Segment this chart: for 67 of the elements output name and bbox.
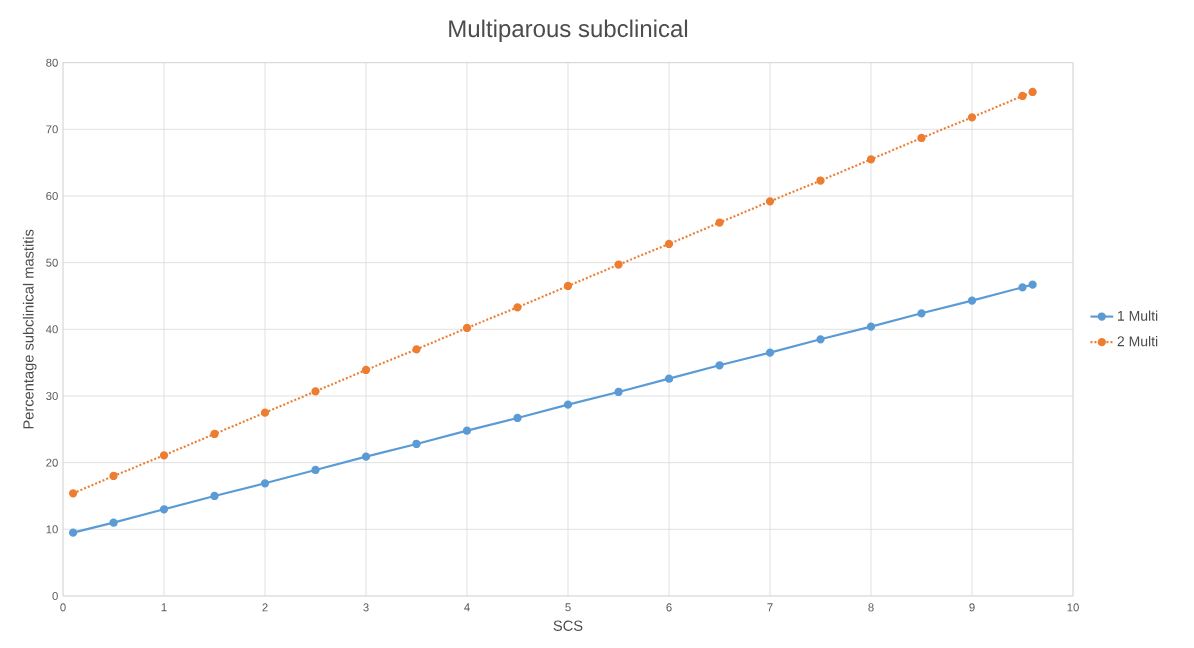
y-tick-label: 60	[46, 191, 58, 200]
y-tick-label: 20	[46, 458, 58, 467]
y-axis-title: Percentage subclinical mastitis	[22, 229, 37, 429]
point	[664, 374, 674, 383]
point	[1028, 87, 1037, 97]
point	[311, 387, 320, 396]
point	[68, 489, 78, 498]
point	[715, 218, 724, 227]
point	[664, 239, 674, 249]
point	[866, 155, 876, 164]
chart-title: Multiparous subclinical	[449, 19, 688, 42]
point	[412, 345, 421, 354]
point	[967, 296, 977, 305]
x-tick-label: 1	[161, 603, 167, 612]
point	[1028, 280, 1037, 289]
y-tick-label: 0	[52, 591, 58, 600]
point	[513, 413, 522, 423]
point	[210, 429, 219, 439]
point	[361, 365, 371, 375]
point	[109, 518, 118, 527]
x-tick-label: 3	[363, 603, 369, 612]
point	[563, 400, 573, 409]
point	[1018, 283, 1027, 292]
point	[563, 281, 573, 291]
y-tick-label: 10	[46, 525, 58, 534]
point	[765, 348, 775, 357]
y-tick-label: 40	[45, 325, 58, 334]
point	[159, 505, 169, 514]
point	[109, 471, 118, 481]
point	[816, 176, 825, 185]
point	[967, 113, 977, 122]
y-tick-label: 50	[46, 258, 58, 267]
point	[1018, 91, 1027, 101]
x-tick-label: 8	[868, 603, 874, 612]
point	[260, 408, 270, 417]
y-tick-label: 80	[46, 58, 58, 67]
x-tick-label: 9	[969, 603, 975, 612]
point	[614, 387, 623, 397]
point	[311, 465, 320, 475]
y-tick-label: 70	[46, 125, 58, 134]
legend-label: 2 Multi	[1117, 335, 1158, 347]
point	[866, 322, 876, 331]
point	[513, 303, 522, 312]
x-axis-title: SCS	[553, 620, 583, 631]
point	[462, 426, 472, 435]
x-tick-label: 10	[1067, 603, 1079, 612]
legend-label: 1 Multi	[1118, 310, 1158, 321]
point	[412, 439, 421, 449]
x-tick-label: 5	[565, 603, 571, 612]
point	[462, 323, 472, 333]
point	[260, 479, 270, 488]
point	[614, 260, 623, 269]
x-tick-label: 6	[666, 603, 672, 612]
x-tick-label: 7	[767, 603, 773, 612]
x-tick-label: 4	[464, 603, 470, 612]
point	[68, 528, 78, 537]
point	[917, 133, 926, 143]
point	[159, 451, 169, 460]
point	[765, 197, 775, 206]
point	[816, 335, 825, 344]
point	[210, 491, 219, 501]
y-tick-label: 30	[46, 391, 58, 400]
point	[715, 361, 724, 370]
x-tick-label: 0	[60, 603, 66, 612]
point	[917, 309, 926, 318]
x-tick-label: 2	[262, 603, 268, 612]
point	[361, 452, 371, 461]
